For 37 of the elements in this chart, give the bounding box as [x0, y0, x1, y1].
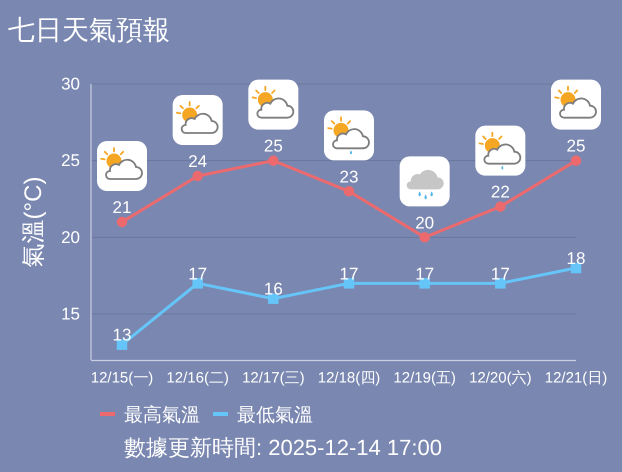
data-label: 18 — [566, 249, 586, 268]
x-tick-label: 12/21(日) — [544, 370, 608, 387]
data-label: 22 — [490, 182, 510, 202]
data-label: 17 — [188, 264, 208, 284]
x-tick-label: 12/18(四) — [318, 370, 380, 387]
point — [344, 186, 354, 197]
data-label: 20 — [415, 213, 434, 232]
legend-label: 最低氣溫 — [237, 405, 313, 426]
point — [419, 232, 430, 243]
point — [192, 170, 203, 182]
y-axis-title: 氣溫(°C) — [20, 176, 47, 268]
x-tick-label: 12/19(五) — [393, 370, 456, 387]
point — [268, 155, 279, 166]
y-tick-label: 30 — [61, 74, 80, 94]
x-tick-label: 12/17(三) — [242, 370, 305, 387]
y-tick-label: 25 — [61, 151, 80, 170]
data-label: 25 — [264, 136, 283, 156]
data-label: 17 — [415, 264, 434, 284]
data-label: 13 — [112, 326, 132, 345]
y-tick-label: 15 — [61, 304, 80, 324]
point — [570, 155, 582, 166]
data-label: 24 — [188, 152, 208, 171]
chart-title: 七日天氣預報 — [8, 15, 170, 45]
x-tick-label: 12/15(一) — [90, 370, 154, 387]
point — [495, 201, 506, 212]
x-tick-label: 12/16(二) — [166, 370, 229, 387]
data-label: 17 — [340, 264, 358, 284]
point — [116, 216, 128, 228]
data-label: 21 — [112, 198, 132, 217]
legend-label: 最高氣溫 — [124, 404, 200, 426]
data-label: 17 — [490, 264, 510, 284]
data-label: 16 — [264, 280, 283, 299]
x-tick-label: 12/20(六) — [469, 370, 532, 387]
y-tick-label: 20 — [61, 228, 80, 247]
text: 數據更新時間: 2025-12-14 17:00 — [124, 435, 442, 460]
data-label: 23 — [340, 167, 358, 186]
data-label: 25 — [566, 136, 586, 156]
